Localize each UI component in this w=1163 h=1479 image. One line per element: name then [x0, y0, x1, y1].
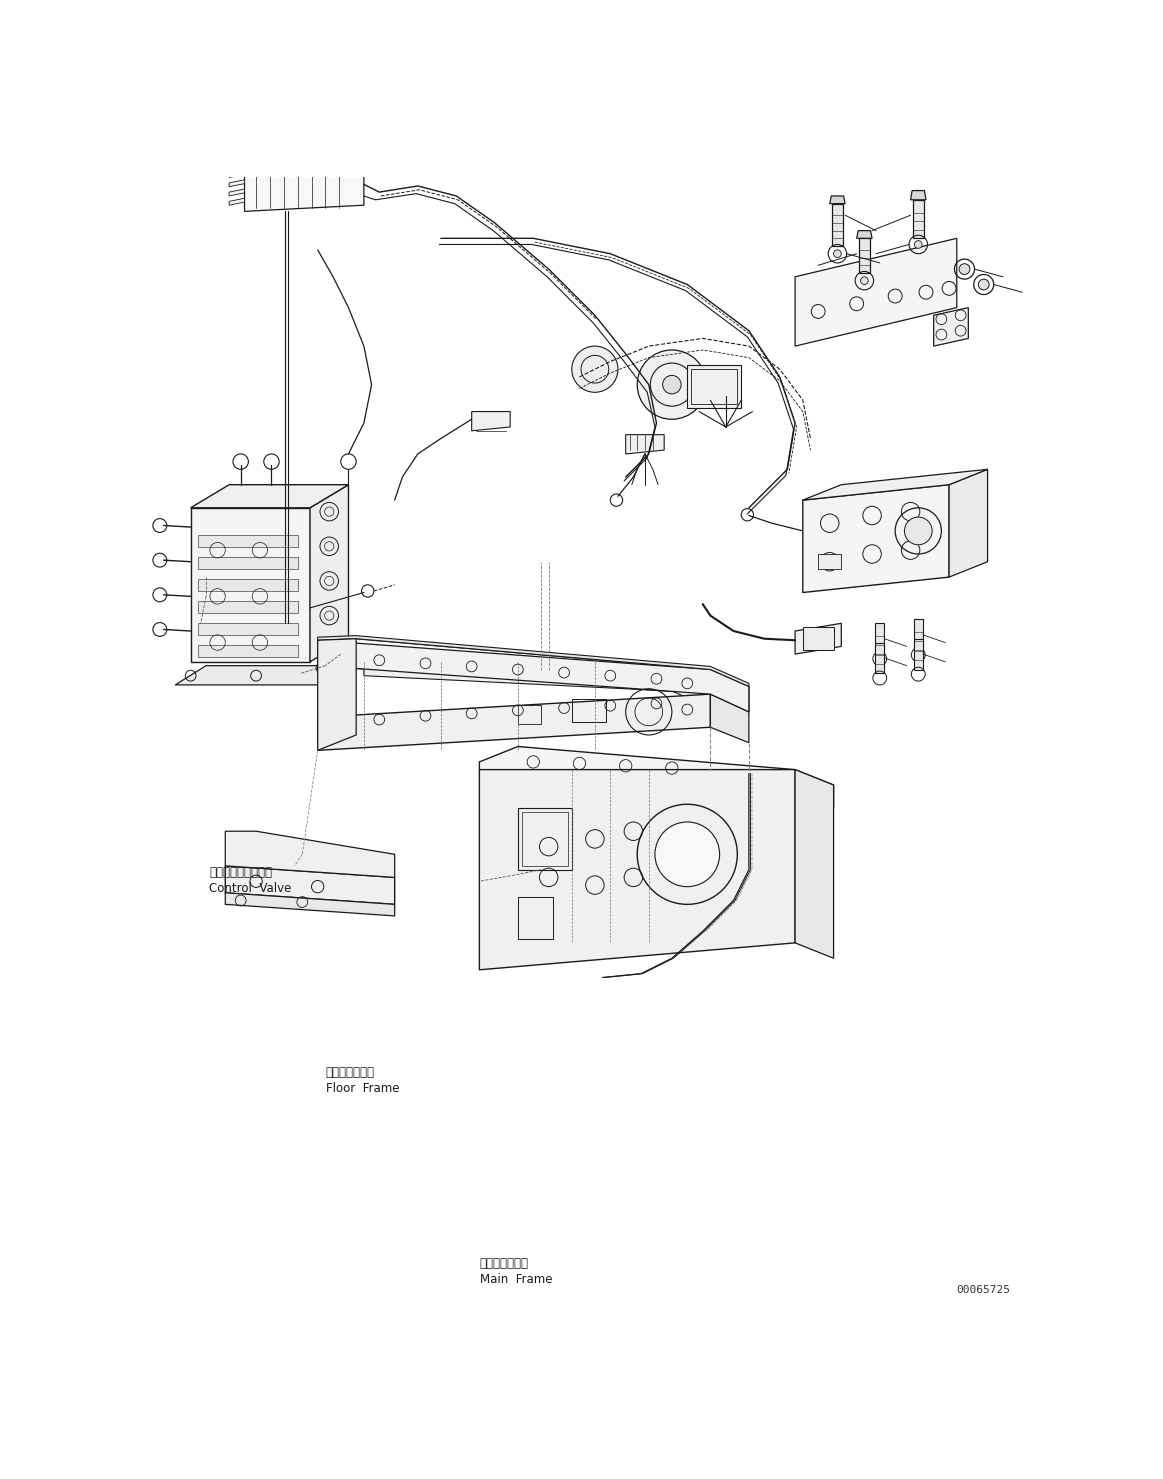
Text: Control  Valve: Control Valve: [209, 883, 292, 895]
Polygon shape: [176, 666, 361, 685]
Polygon shape: [913, 200, 923, 238]
Bar: [691, 370, 737, 404]
Polygon shape: [199, 578, 299, 592]
Circle shape: [905, 518, 932, 544]
Polygon shape: [859, 238, 870, 274]
Polygon shape: [802, 469, 987, 500]
Bar: [687, 365, 741, 408]
Circle shape: [959, 263, 970, 275]
Polygon shape: [244, 163, 364, 211]
Polygon shape: [914, 639, 923, 670]
Polygon shape: [795, 623, 841, 654]
Text: Main  Frame: Main Frame: [479, 1273, 552, 1287]
Circle shape: [663, 376, 682, 393]
Bar: [572, 698, 606, 722]
Polygon shape: [934, 308, 969, 346]
Polygon shape: [199, 534, 299, 547]
Polygon shape: [226, 831, 394, 877]
Circle shape: [978, 280, 989, 290]
Polygon shape: [317, 694, 711, 750]
Bar: [522, 812, 568, 865]
Circle shape: [572, 346, 618, 392]
Polygon shape: [857, 231, 872, 238]
Polygon shape: [199, 556, 299, 569]
Polygon shape: [832, 204, 843, 246]
Polygon shape: [229, 198, 244, 206]
Polygon shape: [876, 623, 884, 654]
Polygon shape: [199, 623, 299, 634]
Bar: [518, 808, 572, 870]
Circle shape: [914, 241, 922, 248]
Polygon shape: [317, 636, 749, 686]
Polygon shape: [226, 893, 394, 916]
Polygon shape: [191, 485, 349, 507]
Text: フロアフレーム: フロアフレーム: [326, 1066, 374, 1078]
Polygon shape: [317, 639, 749, 711]
Polygon shape: [311, 485, 349, 661]
Polygon shape: [364, 648, 702, 704]
Polygon shape: [914, 620, 923, 651]
Polygon shape: [479, 747, 834, 808]
Polygon shape: [711, 694, 749, 742]
Polygon shape: [191, 507, 311, 661]
Text: 00065725: 00065725: [957, 1285, 1011, 1294]
Polygon shape: [911, 191, 926, 200]
Bar: [819, 555, 841, 569]
Polygon shape: [229, 170, 244, 177]
Polygon shape: [795, 769, 834, 958]
Circle shape: [655, 822, 720, 886]
Polygon shape: [626, 435, 664, 454]
Text: Floor  Frame: Floor Frame: [326, 1081, 399, 1094]
Bar: [802, 627, 834, 651]
Polygon shape: [472, 411, 511, 430]
Text: コントロールバルブ: コントロールバルブ: [209, 867, 272, 880]
Circle shape: [637, 351, 707, 419]
Polygon shape: [317, 639, 356, 750]
Polygon shape: [876, 642, 884, 673]
Polygon shape: [829, 195, 846, 204]
Circle shape: [834, 250, 841, 257]
Bar: [518, 896, 552, 939]
Text: メインフレーム: メインフレーム: [479, 1257, 529, 1270]
Polygon shape: [802, 485, 949, 593]
Polygon shape: [479, 769, 795, 970]
Polygon shape: [199, 600, 299, 612]
Polygon shape: [226, 865, 394, 904]
Polygon shape: [229, 189, 244, 195]
Polygon shape: [949, 469, 987, 577]
Polygon shape: [317, 640, 749, 711]
Polygon shape: [199, 645, 299, 657]
Polygon shape: [795, 238, 957, 346]
Polygon shape: [229, 180, 244, 186]
Bar: [518, 705, 541, 725]
Circle shape: [861, 277, 869, 284]
